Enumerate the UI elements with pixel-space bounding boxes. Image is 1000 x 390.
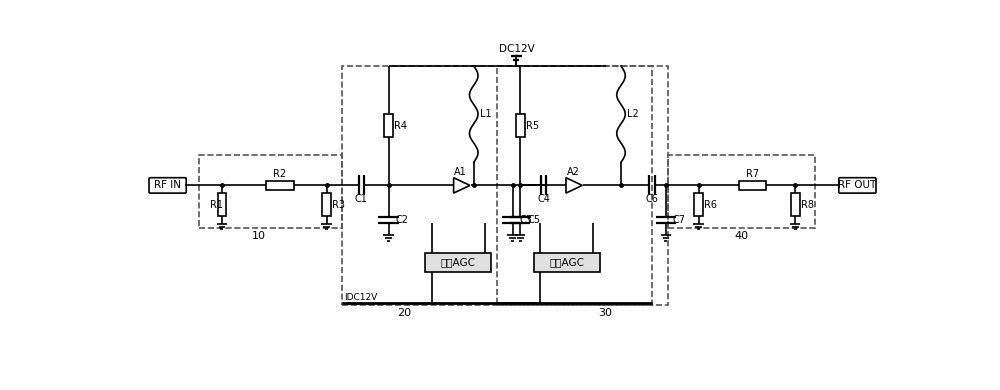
Bar <box>791 193 800 216</box>
Text: C3: C3 <box>519 215 532 225</box>
Text: C4: C4 <box>537 194 550 204</box>
Text: C5: C5 <box>527 215 540 225</box>
Bar <box>218 193 226 216</box>
Text: R6: R6 <box>704 200 717 210</box>
Text: C1: C1 <box>355 194 368 204</box>
Text: RF IN: RF IN <box>154 181 181 190</box>
Polygon shape <box>454 178 470 193</box>
Text: C6: C6 <box>646 194 658 204</box>
Bar <box>322 193 331 216</box>
Text: 30: 30 <box>598 308 612 318</box>
Bar <box>425 253 491 272</box>
Text: 20: 20 <box>397 308 411 318</box>
Text: C7: C7 <box>673 215 686 225</box>
FancyBboxPatch shape <box>149 178 186 193</box>
Text: A2: A2 <box>567 167 579 177</box>
Text: L1: L1 <box>480 109 492 119</box>
Bar <box>739 181 766 190</box>
Text: R5: R5 <box>526 121 539 131</box>
Text: R3: R3 <box>332 200 345 210</box>
Bar <box>516 114 525 137</box>
Text: DC12V: DC12V <box>498 44 534 54</box>
Bar <box>266 181 294 190</box>
FancyBboxPatch shape <box>839 178 876 193</box>
Text: IDC12V: IDC12V <box>344 293 378 302</box>
Text: RF OUT: RF OUT <box>838 181 876 190</box>
Text: 数字AGC: 数字AGC <box>549 257 584 268</box>
Bar <box>384 114 393 137</box>
Text: R8: R8 <box>801 200 814 210</box>
Bar <box>694 193 703 216</box>
Bar <box>534 253 600 272</box>
Text: R1: R1 <box>210 200 223 210</box>
Text: 模拟AGC: 模拟AGC <box>441 257 476 268</box>
Text: R2: R2 <box>273 169 287 179</box>
Text: R4: R4 <box>394 121 407 131</box>
Polygon shape <box>566 178 582 193</box>
Text: 40: 40 <box>734 231 748 241</box>
Text: 10: 10 <box>252 231 266 241</box>
Text: R7: R7 <box>746 169 759 179</box>
Text: L2: L2 <box>627 109 639 119</box>
Text: A1: A1 <box>454 167 467 177</box>
Text: C2: C2 <box>395 215 408 225</box>
